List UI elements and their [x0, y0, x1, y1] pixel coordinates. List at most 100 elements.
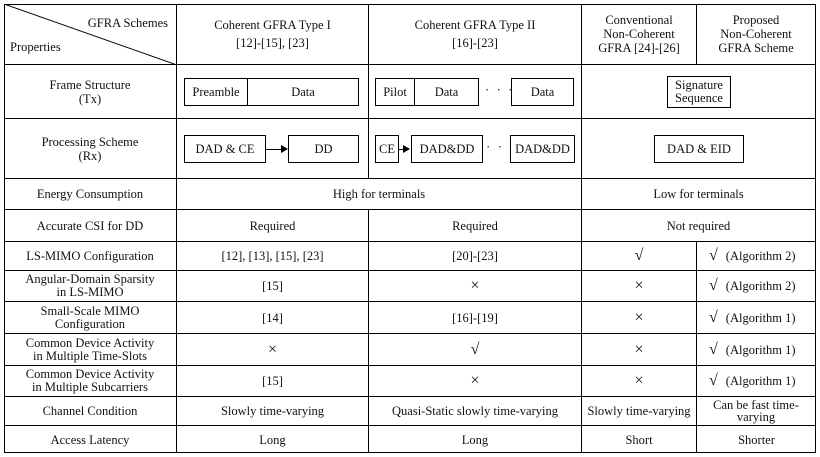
time-type1: × [177, 334, 369, 366]
angular-type1: [15] [177, 271, 369, 302]
lsmimo-type2: [20]-[23] [369, 242, 582, 271]
header-prop-line1: Proposed [732, 13, 780, 27]
row-lsmimo-label: LS-MIMO Configuration [4, 242, 177, 271]
row-processing-label: Processing Scheme (Rx) [4, 119, 177, 179]
process-dad-ce-box: DAD & CE [184, 135, 266, 163]
channel-prop-line1: Can be fast time- [713, 398, 799, 412]
latency-type2: Long [369, 426, 582, 453]
header-corner-cell: GFRA Schemes Properties [4, 4, 177, 65]
small-label-line2: Configuration [54, 316, 126, 331]
subc-proposed: √ (Algorithm 1) [697, 366, 816, 397]
header-conv-line2: Non-Coherent [603, 27, 675, 41]
check-icon: √ [709, 340, 718, 358]
algorithm-ref: (Algorithm 2) [725, 279, 796, 293]
header-schemes-label: GFRA Schemes [87, 16, 168, 30]
process-arrow-icon [281, 145, 288, 153]
row-frame-label: Frame Structure (Tx) [4, 65, 177, 119]
header-diagonal-line [4, 4, 177, 65]
time-type2: √ [369, 334, 582, 366]
frame-preamble-box: Preamble [184, 78, 248, 106]
process-dad-eid-box: DAD & EID [654, 135, 744, 163]
subc-label-line2: in Multiple Subcarriers [32, 380, 148, 394]
header-conv-line3: GFRA [24]-[26] [598, 41, 680, 55]
small-type2: [16]-[19] [369, 302, 582, 334]
latency-proposed: Shorter [738, 432, 775, 447]
process-arrow-icon-2 [403, 145, 410, 153]
header-coherent-type1: Coherent GFRA Type I [12]-[15], [23] [177, 4, 369, 65]
cross-icon: × [470, 277, 480, 294]
row-subcarriers-label: Common Device Activity in Multiple Subca… [4, 366, 177, 397]
header-proposed: Proposed Non-Coherent GFRA Scheme [697, 4, 816, 65]
row-timeslots-label: Common Device Activity in Multiple Time-… [4, 334, 177, 366]
lsmimo-conventional: √ [582, 242, 697, 271]
angular-conventional: × [582, 271, 697, 302]
angular-type2: × [369, 271, 582, 302]
cross-icon: × [470, 372, 480, 389]
small-proposed: √ (Algorithm 1) [697, 302, 816, 334]
algorithm-ref: (Algorithm 1) [725, 342, 796, 357]
row-energy-label: Energy Consumption [4, 179, 177, 210]
check-icon: √ [709, 308, 718, 326]
header-properties-label: Properties [10, 40, 61, 54]
process-ce-box: CE [375, 135, 399, 163]
row-channel-label: Channel Condition [4, 397, 177, 426]
check-icon: √ [709, 247, 718, 264]
header-type2-title: Coherent GFRA Type II [414, 18, 536, 32]
header-conv-line1: Conventional [605, 13, 673, 27]
header-coherent-type2: Coherent GFRA Type II [16]-[23] [369, 4, 582, 65]
algorithm-ref: (Algorithm 1) [725, 310, 796, 325]
subc-label-line1: Common Device Activity [25, 367, 155, 381]
cross-icon: × [267, 340, 278, 358]
frame-label-line1: Frame Structure [49, 77, 131, 92]
lsmimo-proposed: √ (Algorithm 2) [697, 242, 816, 271]
frame-label-line2: (Tx) [78, 91, 102, 106]
header-prop-line2: Non-Coherent [720, 27, 792, 41]
check-icon: √ [709, 277, 718, 294]
header-type1-refs: [12]-[15], [23] [236, 36, 309, 50]
frame-noncoherent-cell: Signature Sequence [582, 65, 816, 119]
time-label-line1: Common Device Activity [25, 335, 155, 350]
channel-conventional: Slowly time-varying [582, 397, 697, 426]
channel-type1: Slowly time-varying [177, 397, 369, 426]
cross-icon: × [634, 340, 644, 358]
process-arrow-line-2 [399, 149, 404, 150]
small-label-line1: Small-Scale MIMO [40, 303, 140, 318]
angular-proposed: √ (Algorithm 2) [697, 271, 816, 302]
signature-line1: Signature [675, 78, 723, 92]
header-type1-title: Coherent GFRA Type I [214, 18, 331, 32]
channel-proposed: Can be fast time- varying [697, 397, 816, 426]
angular-label-line2: in LS-MIMO [56, 285, 124, 299]
subc-type2: × [369, 366, 582, 397]
time-proposed: √ (Algorithm 1) [697, 334, 816, 366]
subc-conventional: × [582, 366, 697, 397]
channel-type2: Quasi-Static slowly time-varying [369, 397, 582, 426]
subc-type1: [15] [177, 366, 369, 397]
cross-icon: × [634, 372, 644, 389]
small-conventional: × [582, 302, 697, 334]
frame-type2-cell: Pilot Data · · · Data [369, 65, 582, 119]
header-conventional: Conventional Non-Coherent GFRA [24]-[26] [582, 4, 697, 65]
algorithm-ref: (Algorithm 2) [725, 249, 796, 263]
frame-data-box-2: Data [511, 78, 574, 106]
frame-data-box-1: Data [414, 78, 479, 106]
csi-type2: Required [369, 210, 582, 242]
csi-type1: Required [177, 210, 369, 242]
processing-noncoherent-cell: DAD & EID [582, 119, 816, 179]
check-icon: √ [634, 247, 644, 264]
processing-label-line1: Processing Scheme [41, 134, 139, 149]
latency-type1: Long [177, 426, 369, 453]
energy-coherent: High for terminals [177, 179, 582, 210]
csi-noncoherent: Not required [582, 210, 816, 242]
time-conventional: × [582, 334, 697, 366]
process-dad-dd-box-2: DAD&DD [510, 135, 575, 163]
frame-ellipsis: · · · [485, 82, 515, 97]
frame-signature-box: Signature Sequence [667, 76, 731, 108]
process-ellipsis: · · · [486, 139, 516, 154]
frame-type1-cell: Preamble Data [177, 65, 369, 119]
row-smallscale-label: Small-Scale MIMO Configuration [4, 302, 177, 334]
row-csi-label: Accurate CSI for DD [4, 210, 177, 242]
cross-icon: × [634, 308, 644, 326]
frame-data-box: Data [247, 78, 359, 106]
cross-icon: × [634, 277, 644, 294]
check-icon: √ [470, 340, 480, 358]
